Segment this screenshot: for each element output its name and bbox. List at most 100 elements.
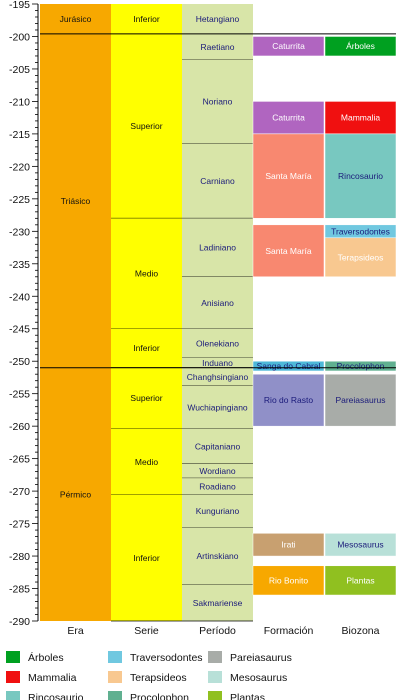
formacion-label: Caturrita [272, 113, 305, 123]
formacion-block: Sanga do Cabral [252, 360, 325, 372]
periodo-label: Roadiano [199, 482, 236, 492]
periodo-block: Sakmariense [182, 584, 253, 622]
periodo-block: Roadiano [182, 478, 253, 496]
biozona-label: Traversodontes [331, 226, 390, 236]
biozona-block: Mammalia [324, 101, 397, 135]
formacion-label: Irati [281, 540, 295, 550]
legend-swatch [108, 651, 122, 663]
legend-item: Terapsideos [108, 671, 187, 684]
y-tick-label: -200 [9, 31, 30, 43]
periodo-rect [182, 357, 253, 368]
periodo-label: Kunguriano [196, 506, 240, 516]
periodo-label: Artinskiano [196, 551, 238, 561]
serie-rect [111, 328, 182, 368]
serie-label: Superior [130, 121, 162, 131]
periodo-label: Wordiano [199, 466, 235, 476]
serie-block: Superior [111, 33, 182, 219]
serie-label: Medio [135, 269, 158, 279]
periodo-block: Wuchiapingiano [182, 385, 253, 430]
serie-block: Medio [111, 428, 182, 496]
era-label: Pérmico [60, 489, 91, 499]
legend-label: Mammalia [28, 672, 77, 684]
column-label: Era [67, 625, 84, 637]
periodo-block: Capitaniano [182, 428, 253, 465]
biozona-label: Plantas [346, 575, 374, 585]
formacion-rect [252, 533, 325, 557]
era-block: Pérmico [40, 367, 111, 621]
periodo-rect [182, 33, 253, 60]
legend-swatch [6, 671, 20, 683]
y-tick-label: -240 [9, 291, 30, 303]
serie-block: Inferior [111, 4, 182, 35]
biozona-rect [324, 237, 397, 278]
era-block: Triásico [40, 33, 111, 368]
biozona-block: Árboles [324, 36, 397, 57]
column-label: Serie [134, 625, 159, 637]
periodo-rect [182, 218, 253, 277]
biozona-block: Terapsideos [324, 237, 397, 278]
y-tick-label: -290 [9, 616, 30, 628]
biozona-rect [324, 360, 397, 372]
biozona-label: Procolophon [337, 361, 385, 371]
legend-swatch [208, 671, 222, 683]
era-label: Triásico [61, 196, 91, 206]
biozona-rect [324, 36, 397, 57]
formacion-label: Rio Bonito [269, 575, 308, 585]
serie-label: Inferior [133, 343, 160, 353]
formacion-block: Irati [252, 533, 325, 557]
formacion-label: Santa María [265, 171, 312, 181]
serie-block: Inferior [111, 328, 182, 369]
y-tick-label: -225 [9, 194, 30, 206]
legend-label: Traversodontes [130, 652, 203, 664]
biozona-label: Mesosaurus [337, 540, 383, 550]
periodo-rect [182, 428, 253, 464]
periodo-label: Wuchiapingiano [187, 402, 248, 412]
biozona-rect [324, 101, 397, 135]
y-tick-label: -220 [9, 161, 30, 173]
serie-rect [111, 4, 182, 34]
legend-label: Plantas [230, 692, 265, 700]
periodo-block: Ladiniano [182, 218, 253, 278]
formacion-label: Caturrita [272, 41, 305, 51]
periodo-block: Anisiano [182, 276, 253, 330]
formacion-block: Rio do Rasto [252, 373, 325, 427]
y-tick-label: -270 [9, 486, 30, 498]
periodo-block: Olenekiano [182, 328, 253, 359]
formacion-label: Sanga do Cabral [257, 361, 321, 371]
era-label: Jurásico [60, 14, 92, 24]
periodo-block: Noriano [182, 59, 253, 145]
serie-rect [111, 33, 182, 219]
serie-rect [111, 218, 182, 329]
y-tick-label: -245 [9, 324, 30, 336]
biozona-rect [324, 533, 397, 557]
y-axis: -195 -200 -205 -210 -215 -220 -225 -230 -235 -240… [9, 0, 39, 628]
biozona-label: Rincosaurio [338, 171, 383, 181]
periodo-rect [182, 584, 253, 621]
biozona-label: Árboles [346, 41, 375, 51]
biozona-block: Rincosaurio [324, 133, 397, 219]
formacion-block: Caturrita [252, 101, 325, 135]
periodo-block: Raetiano [182, 33, 253, 61]
serie-label: Medio [135, 457, 158, 467]
formacion-block: Santa María [252, 224, 325, 278]
column-label: Formación [264, 625, 314, 637]
biozona-block: Plantas [324, 565, 397, 596]
biozona-rect [324, 133, 397, 219]
periodo-label: Raetiano [200, 42, 234, 52]
legend-item: Procolophon [108, 691, 189, 700]
periodo-block: Wordiano [182, 463, 253, 479]
legend-item: Mammalia [6, 671, 77, 684]
periodo-label: Hetangiano [196, 14, 240, 24]
periodo-rect [182, 527, 253, 585]
column-label: Biozona [342, 625, 380, 637]
legend-item: Rincosaurio [6, 691, 84, 700]
column-labels: Era Serie Período Formación Biozona [67, 625, 379, 637]
y-tick-label: -265 [9, 454, 30, 466]
y-tick-label: -280 [9, 551, 30, 563]
column-label: Período [199, 625, 236, 637]
periodo-rect [182, 367, 253, 386]
legend-swatch [6, 651, 20, 663]
y-tick-label: -215 [9, 129, 30, 141]
serie-label: Superior [130, 393, 162, 403]
